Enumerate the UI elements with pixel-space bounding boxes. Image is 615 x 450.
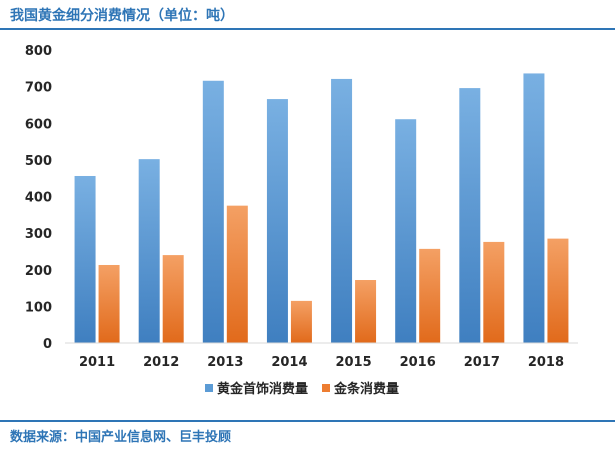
x-tick-label: 2015 (335, 355, 371, 370)
y-tick-label: 600 (25, 117, 52, 132)
legend-swatch-jewelry (205, 384, 213, 392)
bar-gold-bar (290, 300, 312, 343)
bar-jewelry (523, 73, 545, 343)
bar-gold-bar (98, 264, 120, 343)
x-tick-label: 2012 (143, 355, 179, 370)
bar-gold-bar (419, 248, 441, 343)
title-divider (0, 28, 615, 30)
y-tick-label: 400 (25, 191, 52, 206)
bar-gold-bar (547, 238, 569, 343)
x-tick-label: 2017 (464, 355, 500, 370)
chart-title: 我国黄金细分消费情况（单位：吨） (10, 8, 234, 24)
legend-label-jewelry: 黄金首饰消费量 (217, 381, 308, 397)
x-tick-label: 2011 (79, 355, 115, 370)
y-tick-label: 0 (43, 337, 52, 352)
legend-swatch-gold-bar (322, 384, 330, 392)
bar-jewelry (74, 175, 96, 343)
y-tick-label: 100 (25, 300, 52, 315)
legend-label-gold-bar: 金条消费量 (333, 381, 399, 397)
y-tick-label: 800 (25, 44, 52, 59)
footer-divider (0, 420, 615, 422)
bar-jewelry (331, 78, 353, 343)
bar-jewelry (202, 80, 224, 343)
bar-chart: 0 100 200 300 400 500 600 700 800 2011 2012 2013 20… (25, 44, 578, 397)
bar-jewelry (266, 99, 288, 343)
bar-gold-bar (483, 241, 505, 343)
bar-gold-bar (226, 205, 248, 343)
y-tick-label: 200 (25, 264, 52, 279)
bar-jewelry (138, 159, 160, 343)
bar-gold-bar (162, 255, 184, 343)
x-tick-label: 2018 (528, 355, 564, 370)
x-tick-label: 2016 (400, 355, 436, 370)
x-tick-label: 2014 (271, 355, 307, 370)
bar-jewelry (459, 88, 481, 343)
y-tick-label: 700 (25, 81, 52, 96)
source-note: 数据来源：中国产业信息网、巨丰投顾 (10, 430, 232, 445)
bar-gold-bar (355, 280, 377, 343)
bar-jewelry (395, 119, 417, 343)
y-tick-label: 300 (25, 227, 52, 242)
y-tick-label: 500 (25, 154, 52, 169)
x-tick-label: 2013 (207, 355, 243, 370)
